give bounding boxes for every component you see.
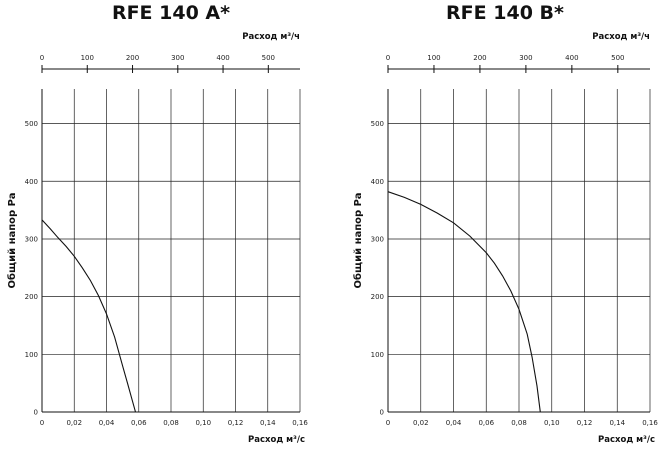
top-tick-label: 200: [126, 54, 139, 62]
x-tick-label: 0,14: [609, 419, 625, 427]
x-tick-label: 0: [40, 419, 44, 427]
y-tick-label: 400: [25, 178, 38, 186]
top-tick-label: 200: [473, 54, 486, 62]
fan-curve-line: [41, 219, 137, 413]
y-axis-title: Общий напор Pa: [352, 193, 364, 289]
top-tick-label: 500: [611, 54, 624, 62]
x-tick-label: 0,12: [228, 419, 244, 427]
x-axis-title: Расход м³/с: [598, 435, 655, 445]
y-tick-label: 0: [34, 409, 38, 417]
top-tick-label: 0: [386, 54, 390, 62]
top-tick-label: 400: [216, 54, 229, 62]
x-tick-label: 0,02: [413, 419, 429, 427]
y-tick-label: 500: [25, 120, 38, 128]
top-axis-label: Расход м³/ч: [242, 32, 300, 42]
chart-title: RFE 140 B*: [446, 2, 564, 24]
chart-1: RFE 140 A* Расход м³/ч 0 100 200 300 400 500 0 0,…: [6, 2, 308, 445]
y-tick-label: 500: [371, 120, 384, 128]
x-tick-label: 0,06: [131, 419, 147, 427]
x-tick-label: 0,06: [478, 419, 494, 427]
top-tick-label: 400: [565, 54, 578, 62]
x-tick-label: 0,16: [292, 419, 308, 427]
x-tick-label: 0,10: [195, 419, 211, 427]
top-tick-label: 100: [427, 54, 440, 62]
y-tick-label: 200: [25, 293, 38, 301]
x-tick-label: 0,16: [642, 419, 658, 427]
x-tick-label: 0,12: [577, 419, 593, 427]
y-tick-label: 100: [25, 351, 38, 359]
y-tick-label: 300: [371, 235, 384, 243]
fan-curve-line: [387, 191, 541, 413]
top-tick-label: 300: [171, 54, 184, 62]
top-tick-label: 0: [40, 54, 44, 62]
y-tick-label: 400: [371, 178, 384, 186]
top-axis-label: Расход м³/ч: [592, 32, 650, 42]
y-axis-title: Общий напор Pa: [6, 193, 18, 289]
y-tick-label: 100: [371, 351, 384, 359]
x-tick-label: 0,08: [163, 419, 179, 427]
y-tick-label: 300: [25, 235, 38, 243]
chart-2: RFE 140 B* Расход м³/ч 0 100 200 300 400 500 0 0,…: [352, 2, 658, 445]
x-tick-label: 0,02: [66, 419, 82, 427]
x-tick-label: 0,10: [544, 419, 560, 427]
top-tick-label: 300: [519, 54, 532, 62]
top-tick-label: 500: [262, 54, 275, 62]
x-tick-label: 0,04: [446, 419, 462, 427]
y-tick-label: 0: [380, 409, 384, 417]
top-tick-label: 100: [81, 54, 94, 62]
x-axis-title: Расход м³/с: [248, 435, 305, 445]
x-tick-label: 0: [386, 419, 390, 427]
chart-title: RFE 140 A*: [112, 2, 230, 24]
x-tick-label: 0,04: [99, 419, 115, 427]
x-tick-label: 0,08: [511, 419, 527, 427]
x-tick-label: 0,14: [260, 419, 276, 427]
y-tick-label: 200: [371, 293, 384, 301]
